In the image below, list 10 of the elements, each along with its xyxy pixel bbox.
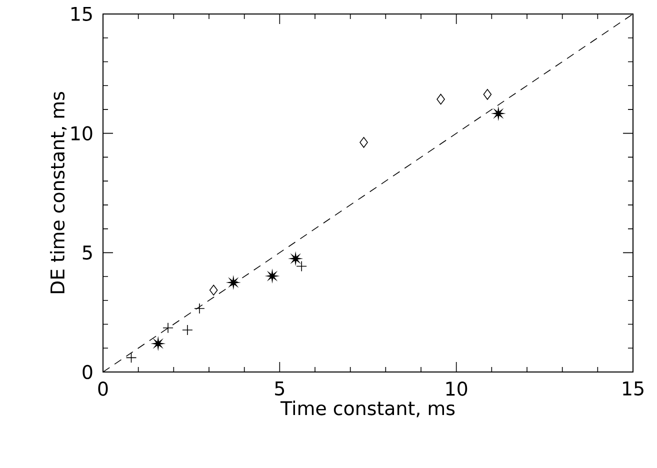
y-tick-label: 10 xyxy=(71,126,92,140)
x-tick-label: 0 xyxy=(98,382,108,396)
y-tick-label: 15 xyxy=(71,6,92,22)
y-tick-label: 0 xyxy=(82,364,92,380)
x-tick-label: 10 xyxy=(446,382,468,396)
x-tick-label: 5 xyxy=(275,382,284,396)
y-tick-label: 5 xyxy=(82,246,92,260)
y-axis-title: DE time constant, ms xyxy=(50,92,67,294)
x-axis-title: Time constant, ms xyxy=(280,400,455,418)
x-tick-label: 15 xyxy=(623,382,644,396)
